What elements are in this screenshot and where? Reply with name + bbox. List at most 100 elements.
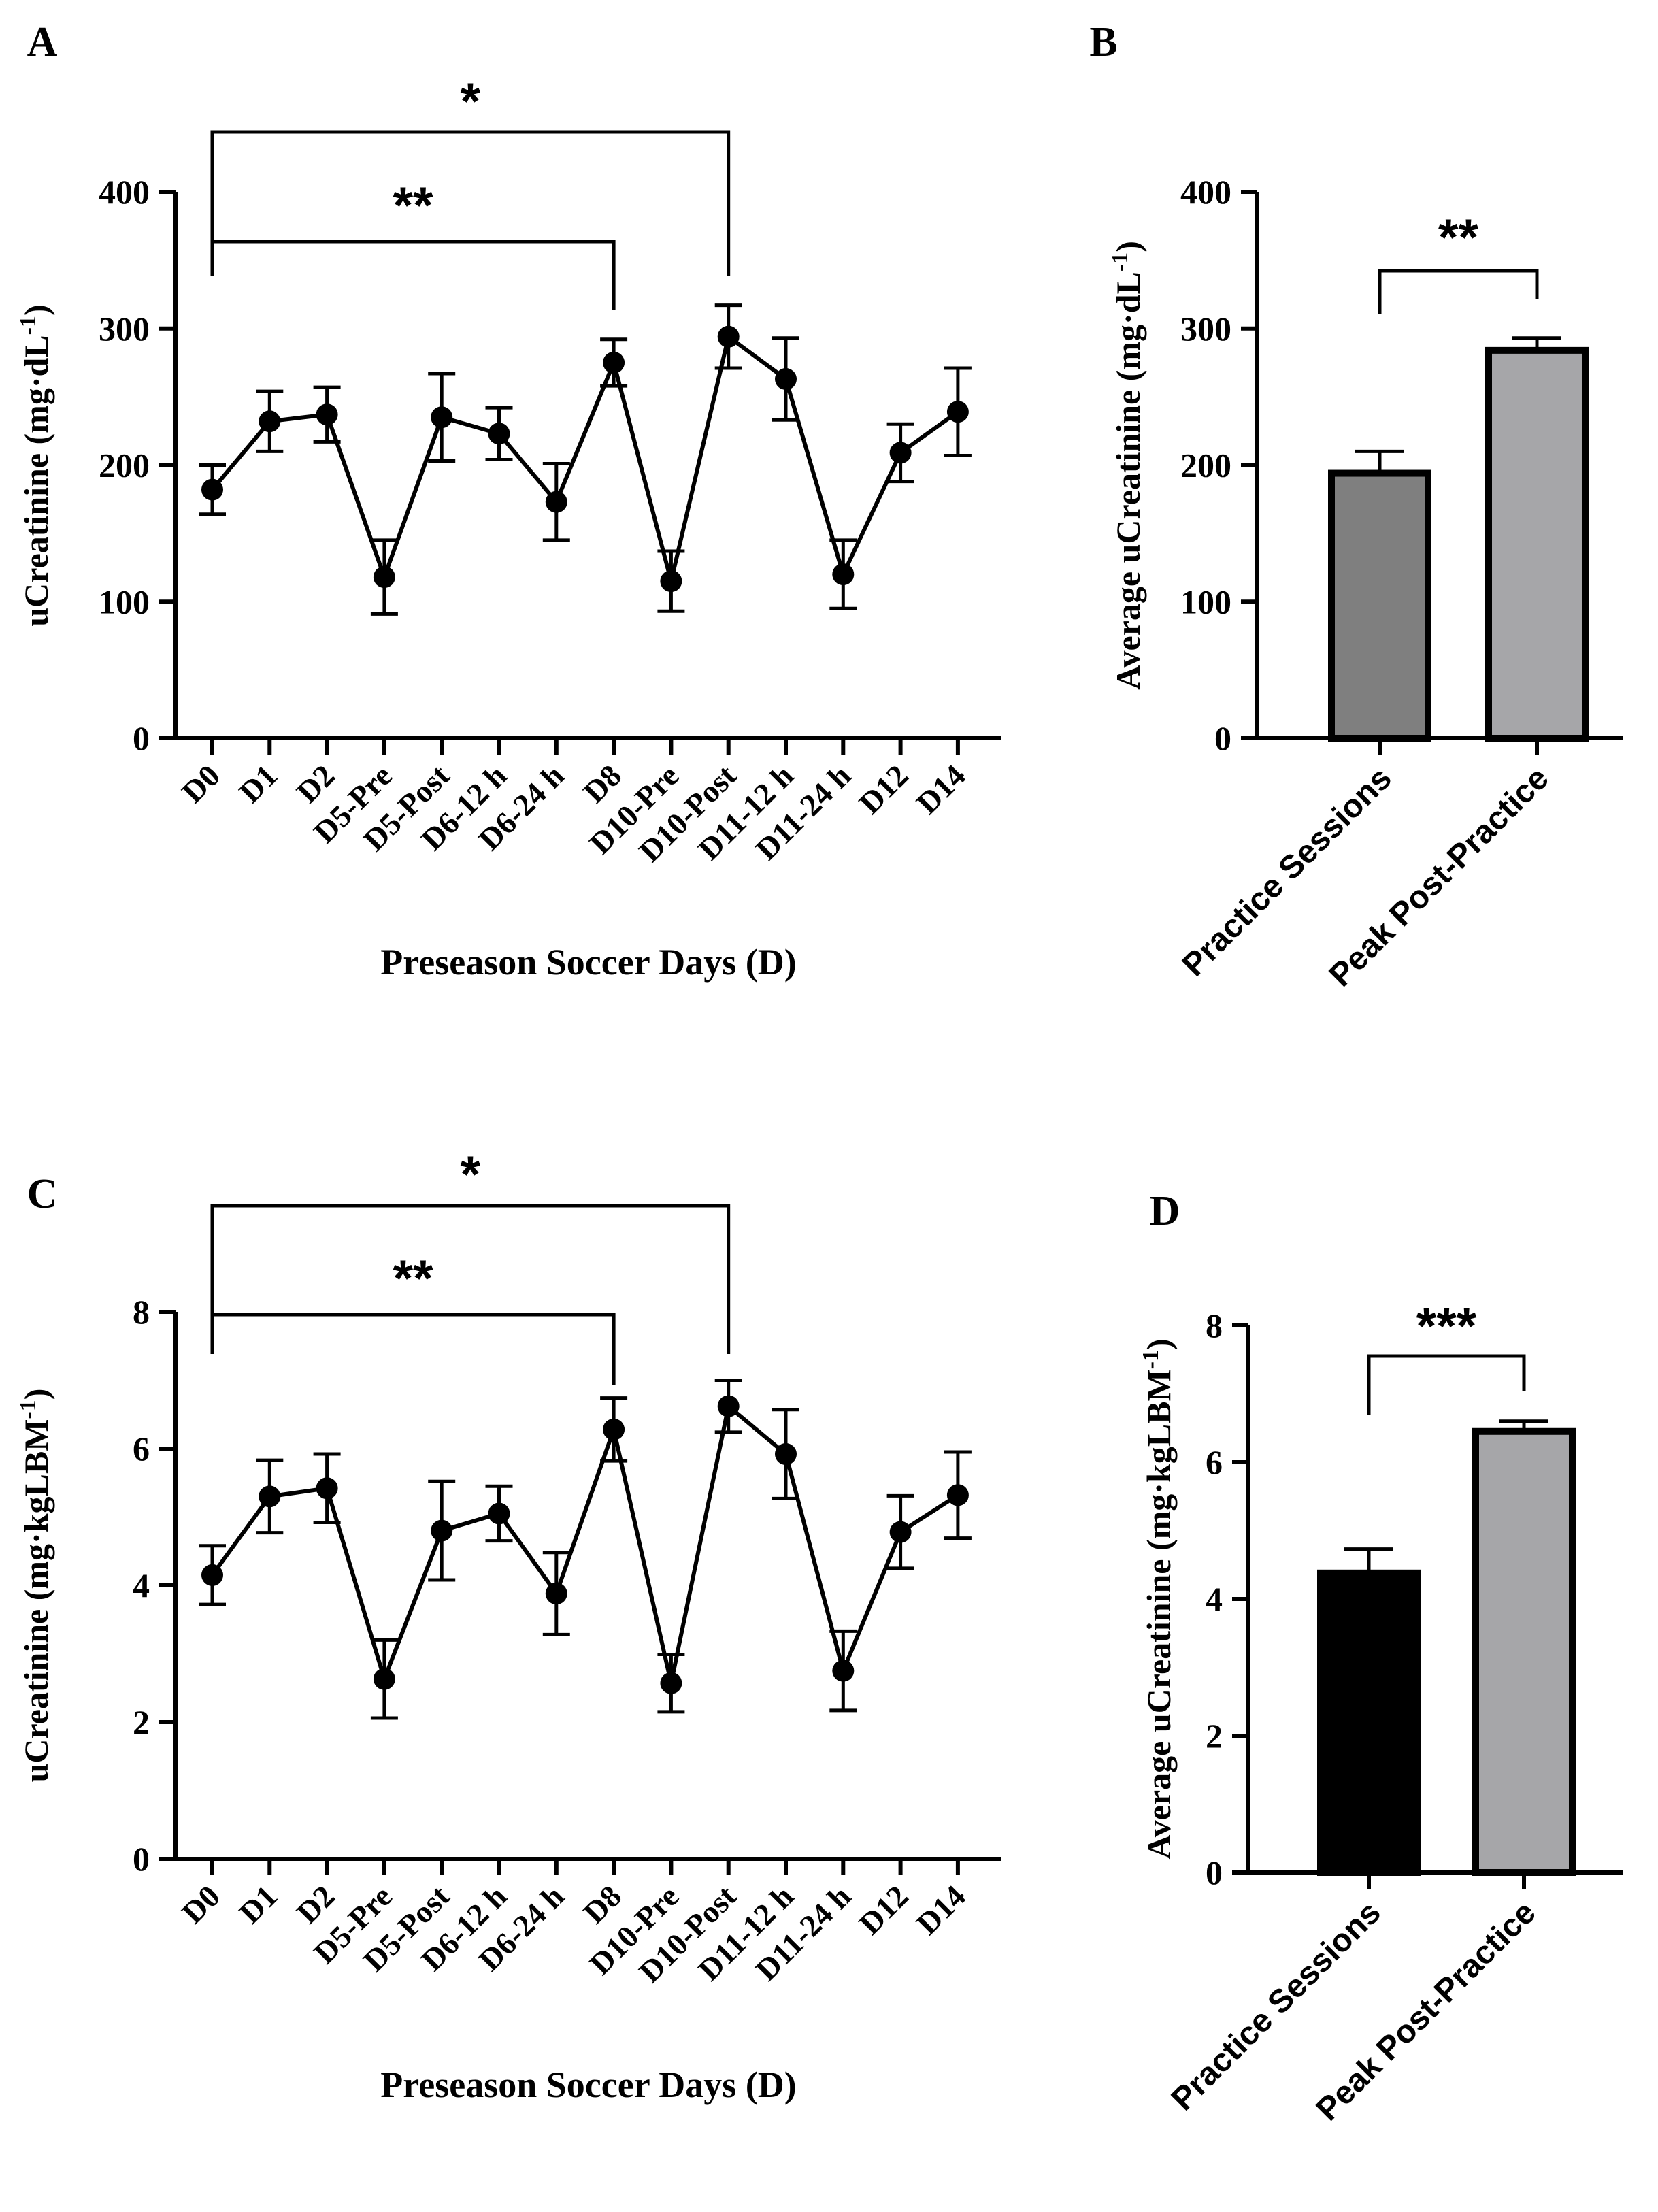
data-point	[431, 1519, 453, 1542]
x-tick-label: D1	[233, 758, 284, 810]
panel-letter: D	[1150, 1188, 1180, 1234]
series-line	[210, 1402, 959, 1685]
x-tick-label: D14	[910, 758, 972, 821]
x-axis-label: Preseason Soccer Days (D)	[380, 942, 796, 983]
data-point	[832, 1660, 855, 1682]
data-point	[775, 1443, 797, 1466]
data-point	[660, 570, 682, 593]
data-point	[259, 410, 281, 433]
y-tick-label: 300	[99, 310, 150, 348]
data-point	[832, 563, 855, 586]
significance-stars: ***	[1416, 1298, 1477, 1355]
y-tick-label: 6	[133, 1430, 150, 1468]
x-tick-label: D14	[910, 1879, 972, 1941]
data-point	[316, 1477, 338, 1500]
data-point	[889, 1521, 912, 1543]
significance-stars: **	[393, 177, 433, 235]
data-point	[946, 1484, 969, 1506]
bar	[1485, 346, 1589, 742]
y-tick-label: 0	[133, 1840, 150, 1878]
data-point	[316, 403, 338, 426]
panel-a: A 0 100 200 300 400 uCreatinine (mg·dL-1) D0 D1 D…	[16, 19, 1001, 983]
y-axis-label-main: Average uCreatinine (mg·kgLBM	[1140, 1369, 1178, 1859]
y-axis-label-main: uCreatinine (mg·kgLBM	[17, 1419, 55, 1783]
significance-bracket	[1367, 1354, 1526, 1415]
panel-letter: C	[27, 1171, 58, 1217]
significance-bracket	[1378, 269, 1539, 314]
y-axis-label: Average uCreatinine (mg·kgLBM-1)	[1138, 1338, 1178, 1859]
y-axis-label-sup: -1	[1138, 1350, 1163, 1369]
data-point	[545, 1583, 567, 1605]
bar	[1472, 1427, 1576, 1876]
significance-stars: **	[393, 1250, 433, 1308]
y-axis-label-sup: -1	[16, 1400, 41, 1419]
y-axis-label-end: )	[1109, 241, 1147, 252]
y-tick-label: 2	[1206, 1717, 1223, 1755]
y-tick-label: 300	[1180, 310, 1231, 348]
y-tick-label: 100	[99, 582, 150, 621]
y-axis-label-end: )	[1140, 1338, 1178, 1350]
y-tick-label: 0	[133, 719, 150, 757]
y-tick-label: 200	[99, 446, 150, 484]
y-tick-label: 4	[1206, 1580, 1223, 1618]
significance-stars: *	[461, 73, 481, 131]
data-point	[717, 325, 740, 348]
series-line	[210, 333, 959, 584]
data-point	[889, 442, 912, 464]
data-point	[201, 1564, 223, 1586]
x-tick-label: D0	[175, 1879, 227, 1930]
y-tick-label: 400	[1180, 173, 1231, 211]
data-point	[488, 1502, 510, 1525]
y-axis-label-sup: -1	[1108, 252, 1133, 271]
y-axis-label-main: Average uCreatinine (mg·dL	[1109, 271, 1147, 690]
x-axis-label: Preseason Soccer Days (D)	[380, 2064, 796, 2105]
x-tick-label: D1	[233, 1879, 284, 1930]
y-axis-label-sup: -1	[16, 316, 41, 335]
x-tick-label: D12	[852, 1879, 915, 1941]
data-point	[603, 1418, 625, 1440]
data-point	[201, 478, 223, 501]
y-axis-label: uCreatinine (mg·kgLBM-1)	[16, 1389, 56, 1783]
y-tick-label: 6	[1206, 1443, 1223, 1481]
bar	[1317, 1569, 1421, 1877]
y-axis-label-end: )	[17, 1389, 55, 1400]
significance-stars: **	[1438, 209, 1479, 267]
data-point	[373, 566, 395, 589]
y-tick-label: 4	[133, 1566, 150, 1604]
panel-letter: A	[27, 19, 58, 65]
y-axis-label: Average uCreatinine (mg·dL-1)	[1108, 241, 1148, 690]
significance-bracket	[210, 130, 731, 276]
data-point	[259, 1485, 281, 1508]
y-tick-label: 100	[1180, 582, 1231, 621]
y-tick-label: 8	[1206, 1306, 1223, 1344]
data-point	[717, 1395, 740, 1417]
significance-stars: *	[461, 1146, 481, 1204]
data-point	[545, 491, 567, 513]
panel-letter: B	[1089, 19, 1117, 65]
data-point	[775, 368, 797, 391]
y-tick-label: 200	[1180, 446, 1231, 484]
data-point	[946, 401, 969, 423]
panel-b: B 0 100 200 300 400 Average uCreatinine (mg·dL…	[1089, 19, 1623, 993]
y-tick-label: 0	[1214, 719, 1231, 757]
significance-bracket	[210, 1204, 731, 1354]
data-point	[488, 423, 510, 445]
y-axis-label-end: )	[17, 304, 55, 316]
y-axis-label-main: uCreatinine (mg·dL	[17, 335, 55, 626]
x-tick-label: D12	[852, 758, 915, 821]
significance-bracket	[210, 1313, 616, 1385]
x-tick-label: D0	[175, 758, 227, 810]
y-tick-label: 0	[1206, 1853, 1223, 1892]
data-point	[603, 351, 625, 374]
data-point	[373, 1668, 395, 1690]
y-axis-label: uCreatinine (mg·dL-1)	[16, 304, 56, 626]
y-tick-label: 400	[99, 173, 150, 211]
y-tick-label: 2	[133, 1703, 150, 1741]
data-point	[660, 1672, 682, 1694]
data-point	[431, 406, 453, 429]
y-tick-label: 8	[133, 1293, 150, 1331]
significance-bracket	[210, 240, 616, 310]
